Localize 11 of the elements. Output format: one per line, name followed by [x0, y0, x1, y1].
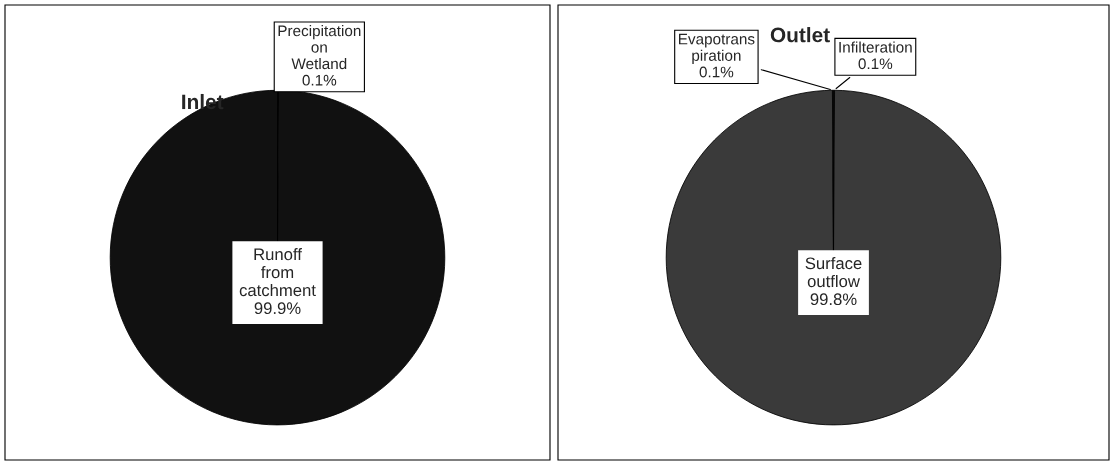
slice-label: Precipitation on Wetland	[278, 25, 361, 70]
data-label: 0.1%	[302, 74, 337, 86]
slice-label: Runoff from catchment	[239, 248, 316, 297]
chart-title: Outlet	[770, 27, 830, 43]
data-label: 99.9%	[254, 302, 301, 315]
slice-label: Infilteration	[839, 41, 912, 53]
data-label: 99.8%	[810, 293, 857, 306]
data-label: 0.1%	[699, 66, 734, 78]
slice-label: Evapotrans piration	[679, 33, 755, 64]
data-label: 0.1%	[858, 58, 893, 70]
slice-label: Surface outflow	[805, 256, 862, 288]
